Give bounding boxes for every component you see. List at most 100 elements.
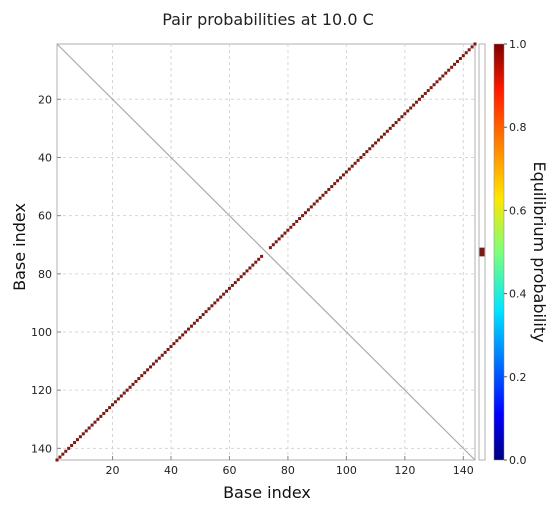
pair-marker [455,59,459,63]
pair-marker [73,441,77,445]
pair-marker [271,243,275,247]
pair-marker [58,455,62,459]
pair-marker [222,292,226,296]
y-tick-label: 140 [31,442,52,455]
pair-marker [245,269,249,273]
pair-marker [213,301,217,305]
y-tick-label: 100 [31,326,52,339]
pair-marker [312,202,316,206]
pair-marker [444,71,448,75]
pair-marker [84,429,88,433]
pair-marker [175,339,179,343]
colorbar: 0.0 0.2 0.4 0.6 0.8 1.0 Equilibrium probabili… [493,38,549,467]
pair-marker [359,155,363,159]
pair-marker [210,304,214,308]
pair-marker [301,214,305,218]
pair-marker [306,208,310,212]
pair-marker [447,68,451,72]
pair-marker [178,336,182,340]
pair-marker [96,417,100,421]
pair-marker [239,275,243,279]
pair-marker [93,420,97,424]
pair-marker [78,435,82,439]
pair-marker [438,77,442,81]
pair-marker [458,57,462,61]
unpaired-strip [478,43,486,461]
pair-marker [315,199,319,203]
pair-marker [353,161,357,165]
pair-marker [207,307,211,311]
pair-marker [382,132,386,136]
pair-marker [268,246,272,250]
y-tick-label: 80 [38,268,52,281]
colorbar-tick-label: 0.2 [509,371,527,384]
x-tick-label: 120 [394,464,415,477]
x-tick-label: 20 [106,464,120,477]
pair-marker [435,80,439,84]
pair-marker [251,263,255,267]
pair-marker [295,219,299,223]
pair-marker [64,449,68,453]
pair-marker [163,350,167,354]
pair-marker [149,365,153,369]
chart-title: Pair probabilities at 10.0 C [162,10,374,29]
pair-marker [280,234,284,238]
pair-marker [189,324,193,328]
pair-marker [461,54,465,58]
pair-marker [409,106,413,110]
pair-marker [111,403,115,407]
pair-marker [216,298,220,302]
pair-marker [426,89,430,93]
pair-marker [309,205,313,209]
y-tick-label: 60 [38,210,52,223]
pair-marker [423,91,427,95]
colorbar-tick-label: 0.8 [509,121,527,134]
pair-marker [151,362,155,366]
pair-marker [339,176,343,180]
pair-marker [403,112,407,116]
pair-marker [154,359,158,363]
colorbar-tick-label: 0.6 [509,204,527,217]
pair-marker [283,231,287,235]
y-axis-ticks: 20 40 60 80 100 120 140 [31,93,61,455]
pair-marker [140,374,144,378]
pair-marker [330,185,334,189]
pair-marker [61,452,65,456]
pair-marker [113,400,117,404]
pair-marker [333,182,337,186]
pair-marker [257,257,261,261]
pair-marker [125,388,129,392]
colorbar-title: Equilibrium probability [530,161,549,342]
pair-marker [87,426,91,430]
pair-marker [420,94,424,98]
pair-markers [55,42,477,462]
pair-marker [90,423,94,427]
pair-marker [368,147,372,151]
pair-marker [131,382,135,386]
pair-marker [134,379,138,383]
pair-marker [166,347,170,351]
pair-marker [137,377,141,381]
diagonal-line [56,43,476,461]
pair-marker [377,138,381,142]
y-tick-label: 120 [31,384,52,397]
pair-marker [198,315,202,319]
pair-marker [379,135,383,139]
pair-marker [415,100,419,104]
pair-marker [321,193,325,197]
pair-marker [289,225,293,229]
pair-marker [400,115,404,119]
pair-marker [344,170,348,174]
pair-marker [336,179,340,183]
pair-marker [122,391,126,395]
pair-marker [467,48,471,52]
y-tick-label: 20 [38,93,52,106]
pair-marker [75,438,79,442]
pair-marker [242,272,246,276]
colorbar-ticks: 0.0 0.2 0.4 0.6 0.8 1.0 [504,38,527,467]
pair-marker [470,45,474,49]
colorbar-gradient [493,43,505,461]
pair-marker [230,283,234,287]
pair-marker [233,281,237,285]
